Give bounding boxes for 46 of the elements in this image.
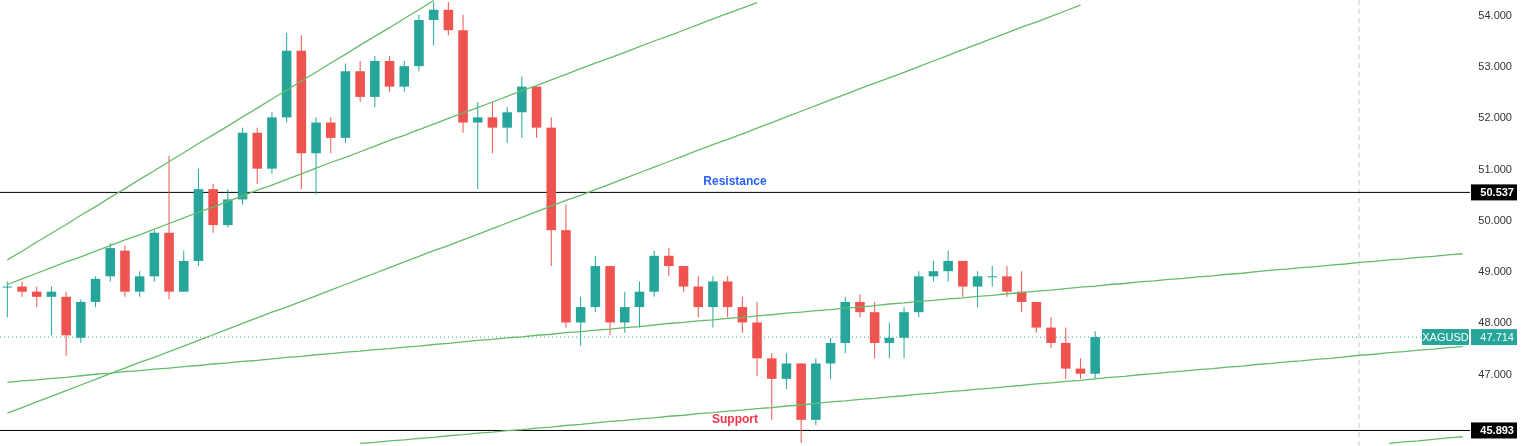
ref-line-label: Support <box>712 412 758 427</box>
candlestick <box>428 1 439 47</box>
candlestick <box>1075 357 1086 380</box>
candlestick <box>825 337 836 380</box>
candlestick <box>693 275 704 318</box>
y-tick-label: 50.537 <box>1480 186 1514 199</box>
candlestick <box>766 352 777 421</box>
candlestick <box>2 280 13 318</box>
y-tick-label: 47.714 <box>1480 330 1514 343</box>
line-series <box>359 345 1464 445</box>
candlestick <box>399 60 410 93</box>
candlestick <box>90 275 101 308</box>
candlestick <box>502 106 512 144</box>
candlestick <box>987 265 998 288</box>
y-tick-label: 54.000 <box>1478 8 1512 21</box>
candlestick <box>1002 265 1012 298</box>
y-tick-label: 53.000 <box>1478 59 1512 72</box>
candlestick <box>634 280 645 329</box>
candlestick <box>443 1 454 36</box>
y-tick-label: 50.000 <box>1478 213 1512 226</box>
line-series <box>6 0 435 261</box>
candlestick <box>664 247 674 277</box>
candlestick <box>972 270 983 308</box>
ref-line-label: Resistance <box>703 174 768 189</box>
y-tick-label: 51.000 <box>1478 162 1512 175</box>
candlestick <box>17 280 27 298</box>
candlestick <box>619 291 630 334</box>
y-tick-label: 47.000 <box>1478 367 1512 380</box>
y-tick-label: 49.000 <box>1478 265 1512 278</box>
candlestick <box>31 286 42 308</box>
ref-line-label: XAGUSD <box>1422 330 1469 343</box>
candlestick <box>325 116 336 154</box>
y-tick-label: 48.000 <box>1478 316 1512 329</box>
y-tick-label: 45.893 <box>1480 424 1514 437</box>
line-series <box>1388 436 1464 445</box>
candlestick <box>575 296 586 347</box>
y-tick-label: 52.000 <box>1478 111 1512 124</box>
candlestick <box>46 286 57 336</box>
candlestick <box>678 265 689 293</box>
candlestick <box>943 250 953 282</box>
candlestick <box>928 260 939 282</box>
candlestick <box>472 101 483 190</box>
candlestick <box>487 101 498 154</box>
candlestick <box>134 270 145 298</box>
candlestick <box>1046 316 1056 349</box>
candlestick <box>781 352 792 390</box>
